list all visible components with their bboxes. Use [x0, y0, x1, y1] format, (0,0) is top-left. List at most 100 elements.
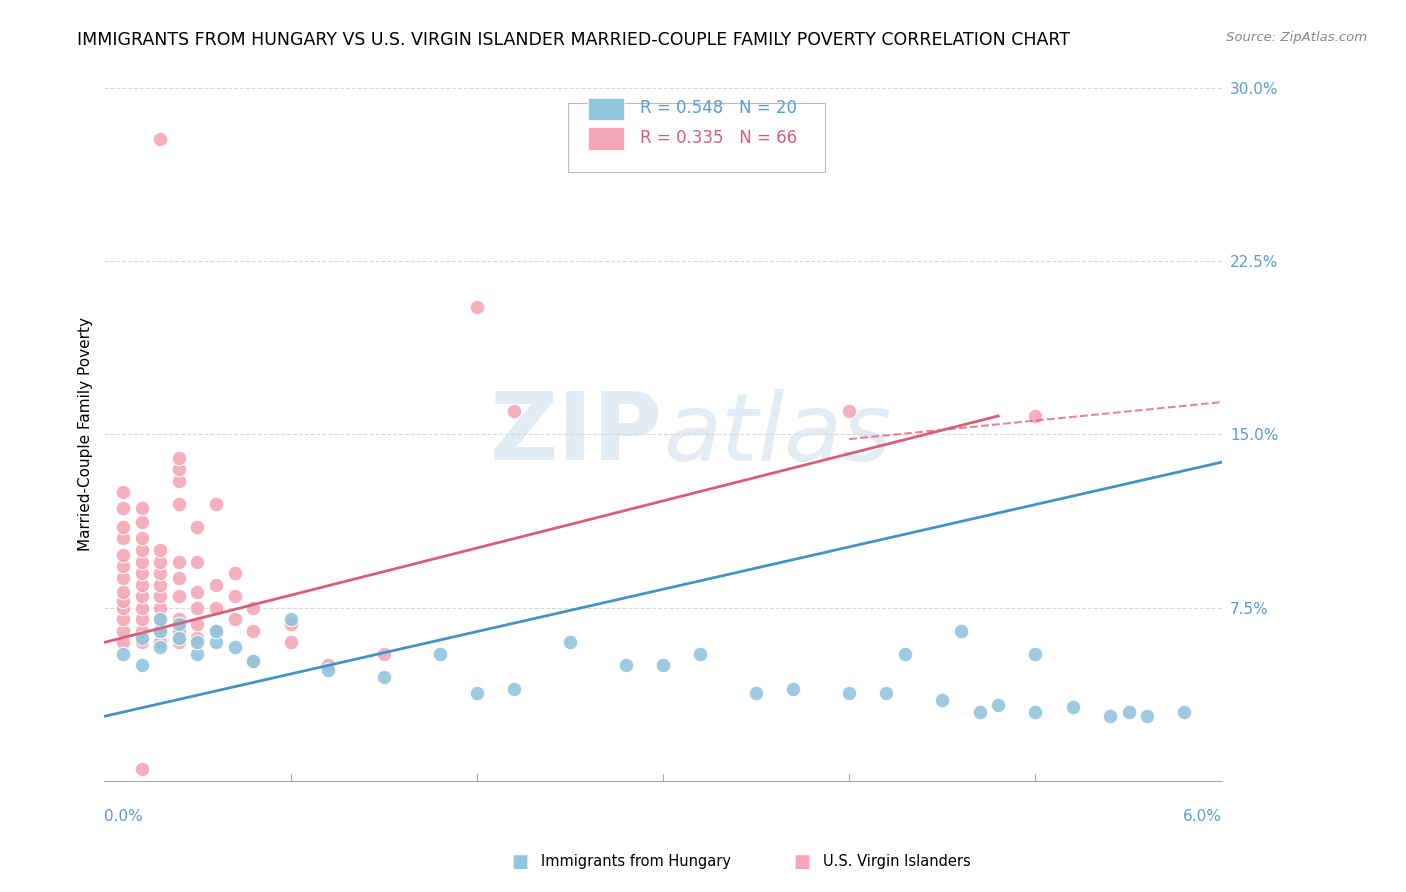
Point: [205, 600, 228, 615]
Point: [131, 600, 153, 615]
Point: [131, 589, 153, 603]
Point: [131, 515, 153, 529]
Point: [316, 663, 339, 677]
Point: [1062, 700, 1084, 714]
Point: [931, 693, 953, 707]
Point: [242, 654, 264, 668]
Point: [186, 555, 208, 569]
Point: [111, 532, 134, 546]
Point: [1024, 409, 1046, 423]
Point: [1136, 709, 1159, 723]
Point: [149, 132, 172, 146]
Point: [167, 450, 190, 465]
Point: [149, 640, 172, 654]
Point: [280, 635, 302, 649]
Point: [224, 640, 246, 654]
Point: [876, 686, 898, 700]
Text: R = 0.548   N = 20: R = 0.548 N = 20: [640, 99, 797, 117]
Point: [149, 555, 172, 569]
Point: [167, 474, 190, 488]
Point: [111, 559, 134, 574]
Text: Immigrants from Hungary: Immigrants from Hungary: [541, 855, 731, 869]
Point: [149, 624, 172, 638]
Point: [429, 647, 451, 661]
Text: ■: ■: [512, 853, 529, 871]
Point: [131, 612, 153, 626]
Point: [745, 686, 768, 700]
Point: [111, 584, 134, 599]
Point: [167, 571, 190, 585]
Point: [465, 301, 488, 315]
Point: [131, 763, 153, 777]
Text: IMMIGRANTS FROM HUNGARY VS U.S. VIRGIN ISLANDER MARRIED-COUPLE FAMILY POVERTY CO: IMMIGRANTS FROM HUNGARY VS U.S. VIRGIN I…: [77, 31, 1070, 49]
Point: [111, 520, 134, 534]
Point: [149, 600, 172, 615]
Point: [969, 705, 991, 719]
FancyBboxPatch shape: [588, 97, 624, 120]
Point: [131, 532, 153, 546]
Point: [242, 600, 264, 615]
Point: [465, 686, 488, 700]
Point: [949, 624, 972, 638]
Point: [186, 647, 208, 661]
Point: [167, 612, 190, 626]
Point: [373, 647, 395, 661]
Point: [131, 543, 153, 558]
Point: [131, 555, 153, 569]
Text: U.S. Virgin Islanders: U.S. Virgin Islanders: [823, 855, 970, 869]
Point: [1173, 705, 1195, 719]
Point: [131, 631, 153, 645]
Point: [1024, 647, 1046, 661]
Point: [149, 612, 172, 626]
Point: [894, 647, 917, 661]
Text: Source: ZipAtlas.com: Source: ZipAtlas.com: [1226, 31, 1367, 45]
Point: [186, 635, 208, 649]
Point: [167, 555, 190, 569]
Point: [280, 612, 302, 626]
Point: [149, 577, 172, 591]
Point: [652, 658, 675, 673]
Point: [167, 616, 190, 631]
Point: [111, 501, 134, 516]
Point: [111, 635, 134, 649]
Point: [224, 612, 246, 626]
Point: [1118, 705, 1140, 719]
Point: [316, 658, 339, 673]
FancyBboxPatch shape: [568, 103, 825, 172]
Point: [111, 485, 134, 500]
Point: [111, 624, 134, 638]
Point: [838, 404, 860, 418]
Text: 0.0%: 0.0%: [104, 809, 143, 823]
Point: [186, 520, 208, 534]
Text: ■: ■: [793, 853, 810, 871]
Text: R = 0.335   N = 66: R = 0.335 N = 66: [640, 128, 797, 147]
Point: [838, 686, 860, 700]
Point: [205, 624, 228, 638]
Point: [111, 612, 134, 626]
Point: [558, 635, 581, 649]
Point: [167, 589, 190, 603]
Point: [373, 670, 395, 684]
Point: [149, 624, 172, 638]
Y-axis label: Married-Couple Family Poverty: Married-Couple Family Poverty: [79, 318, 93, 551]
Point: [186, 600, 208, 615]
Point: [987, 698, 1010, 712]
Point: [186, 616, 208, 631]
Point: [131, 658, 153, 673]
Point: [131, 624, 153, 638]
Point: [131, 566, 153, 580]
Point: [111, 571, 134, 585]
Point: [186, 584, 208, 599]
Point: [224, 589, 246, 603]
Point: [205, 635, 228, 649]
Point: [111, 600, 134, 615]
Point: [280, 616, 302, 631]
Point: [614, 658, 637, 673]
Point: [111, 594, 134, 608]
Point: [503, 404, 526, 418]
Point: [167, 624, 190, 638]
Point: [149, 635, 172, 649]
Point: [782, 681, 804, 696]
Point: [1024, 705, 1046, 719]
Point: [186, 631, 208, 645]
